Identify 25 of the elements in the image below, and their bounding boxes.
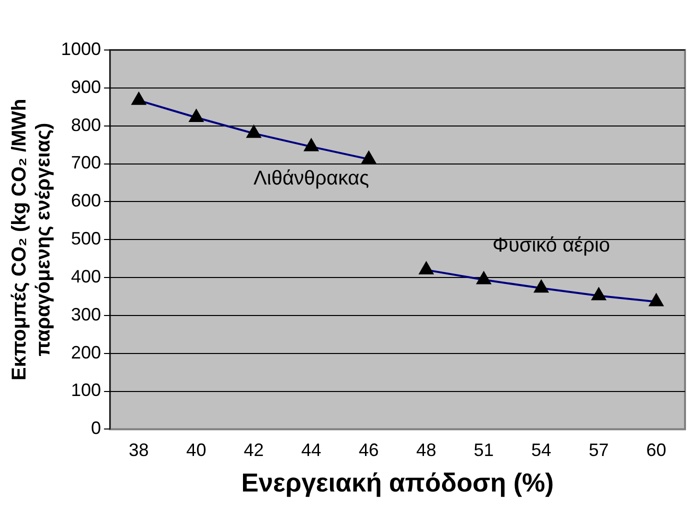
y-tick-label: 900 xyxy=(70,76,102,97)
x-tick-label: 44 xyxy=(301,440,322,460)
x-tick-label: 60 xyxy=(646,440,666,460)
x-tick-label: 42 xyxy=(244,440,264,460)
y-tick-label: 300 xyxy=(70,304,102,324)
y-tick-label: 600 xyxy=(70,190,102,211)
x-tick-label: 54 xyxy=(531,440,552,460)
x-axis-title: Ενεργειακή απόδοση (%) xyxy=(241,468,554,498)
x-tick-label: 51 xyxy=(474,440,494,460)
x-tick-label: 38 xyxy=(128,440,149,460)
y-tick-label: 0 xyxy=(91,418,102,438)
y-tick-label: 100 xyxy=(70,380,102,400)
y-tick-label: 500 xyxy=(70,228,102,249)
series-label: Φυσικό αέριο xyxy=(492,234,610,256)
y-tick-label: 700 xyxy=(70,152,102,173)
series-label: Λιθάνθρακας xyxy=(254,168,370,190)
y-tick-label: 400 xyxy=(70,266,102,286)
y-tick-label: 200 xyxy=(70,342,102,362)
y-axis-title: Εκπομπές CO₂ (kg CO₂ /MWh παραγόμενης ενέργειας) xyxy=(8,98,55,380)
x-tick-label: 46 xyxy=(358,440,379,460)
x-tick-label: 48 xyxy=(416,440,436,460)
y-tick-label: 1000 xyxy=(60,38,102,59)
x-tick-label: 57 xyxy=(588,440,609,460)
x-tick-label: 40 xyxy=(186,440,206,460)
y-tick-label: 800 xyxy=(70,114,102,135)
